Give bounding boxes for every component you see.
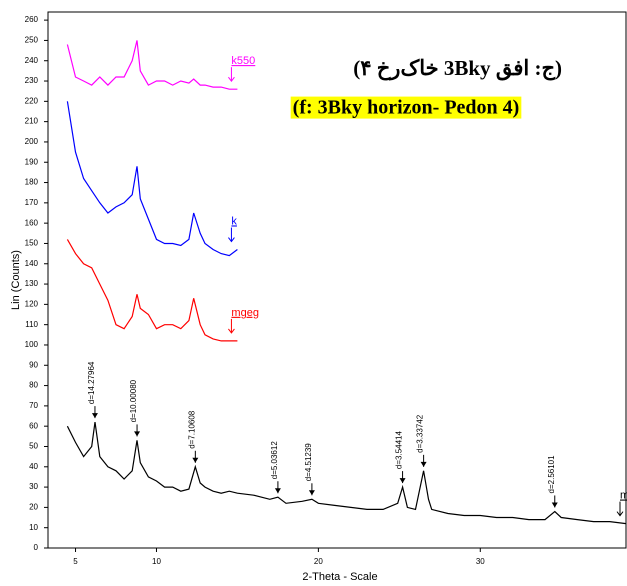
y-tick-label: 220 bbox=[25, 96, 39, 105]
legend-arrowhead bbox=[616, 511, 624, 517]
y-tick-label: 80 bbox=[29, 381, 38, 390]
x-tick-label: 10 bbox=[152, 557, 161, 566]
y-tick-label: 240 bbox=[25, 56, 39, 65]
y-tick-label: 190 bbox=[25, 157, 39, 166]
annotation: d=10.00080 bbox=[129, 379, 138, 422]
y-tick-label: 0 bbox=[34, 543, 39, 552]
subtitle-highlight bbox=[290, 96, 522, 119]
y-tick-label: 160 bbox=[25, 218, 39, 227]
y-tick-label: 70 bbox=[29, 401, 38, 410]
y-tick-label: 100 bbox=[25, 340, 39, 349]
y-tick-label: 30 bbox=[29, 482, 38, 491]
annotation-arrowhead bbox=[308, 490, 315, 496]
y-tick-label: 130 bbox=[25, 279, 39, 288]
annotation: d=4.51239 bbox=[304, 443, 313, 482]
y-tick-label: 90 bbox=[29, 360, 38, 369]
annotation: d=2.56101 bbox=[547, 455, 556, 494]
y-tick-label: 40 bbox=[29, 462, 38, 471]
legend-label: m bbox=[620, 490, 627, 502]
legend-arrowhead bbox=[228, 237, 235, 243]
legend-label: k550 bbox=[231, 55, 255, 67]
y-tick-label: 120 bbox=[25, 299, 39, 308]
legend-label: k bbox=[231, 215, 237, 227]
annotation-arrowhead bbox=[91, 413, 98, 419]
y-tick-label: 10 bbox=[29, 523, 38, 532]
series-line bbox=[66, 40, 238, 90]
annotation-arrowhead bbox=[399, 478, 406, 484]
chart-subtitle: (f: 3Bky horizon- Pedon 4) bbox=[293, 97, 520, 119]
y-tick-label: 20 bbox=[29, 503, 38, 512]
annotation: d=7.10608 bbox=[187, 410, 196, 449]
y-tick-label: 50 bbox=[29, 442, 38, 451]
annotation-arrowhead bbox=[134, 431, 141, 437]
y-tick-label: 260 bbox=[25, 15, 39, 24]
y-tick-label: 150 bbox=[25, 239, 39, 248]
annotation-arrowhead bbox=[192, 457, 199, 463]
legend-label: mgeg bbox=[231, 307, 259, 319]
x-axis-title: 2-Theta - Scale bbox=[302, 571, 377, 583]
series-line bbox=[66, 422, 627, 525]
y-tick-label: 110 bbox=[25, 320, 38, 329]
y-tick-label: 230 bbox=[25, 76, 39, 85]
series-line bbox=[66, 239, 238, 342]
annotation-arrowhead bbox=[274, 488, 281, 494]
annotation: d=14.27964 bbox=[87, 361, 96, 404]
y-tick-label: 200 bbox=[25, 137, 39, 146]
x-tick-label: 5 bbox=[73, 557, 78, 566]
y-tick-label: 250 bbox=[25, 36, 39, 45]
y-tick-label: 180 bbox=[25, 178, 39, 187]
annotation: d=3.33742 bbox=[416, 414, 425, 453]
legend-arrowhead bbox=[228, 76, 235, 82]
y-tick-label: 210 bbox=[25, 117, 39, 126]
plot-frame bbox=[47, 11, 627, 549]
y-axis-title: Lin (Counts) bbox=[10, 250, 22, 310]
y-tick-label: 170 bbox=[25, 198, 39, 207]
chart-title: (ج: افق 3Bky خاک‌رخ ۴) bbox=[353, 56, 562, 81]
series-line bbox=[66, 101, 238, 257]
legend-arrowhead bbox=[228, 328, 235, 334]
y-tick-label: 60 bbox=[29, 421, 38, 430]
annotation-arrowhead bbox=[551, 502, 558, 508]
x-tick-label: 20 bbox=[314, 557, 323, 566]
annotation: d=3.54414 bbox=[395, 431, 404, 470]
x-tick-label: 30 bbox=[476, 557, 485, 566]
y-tick-label: 140 bbox=[25, 259, 39, 268]
annotation: d=5.03612 bbox=[270, 441, 279, 480]
annotation-arrowhead bbox=[420, 461, 427, 467]
